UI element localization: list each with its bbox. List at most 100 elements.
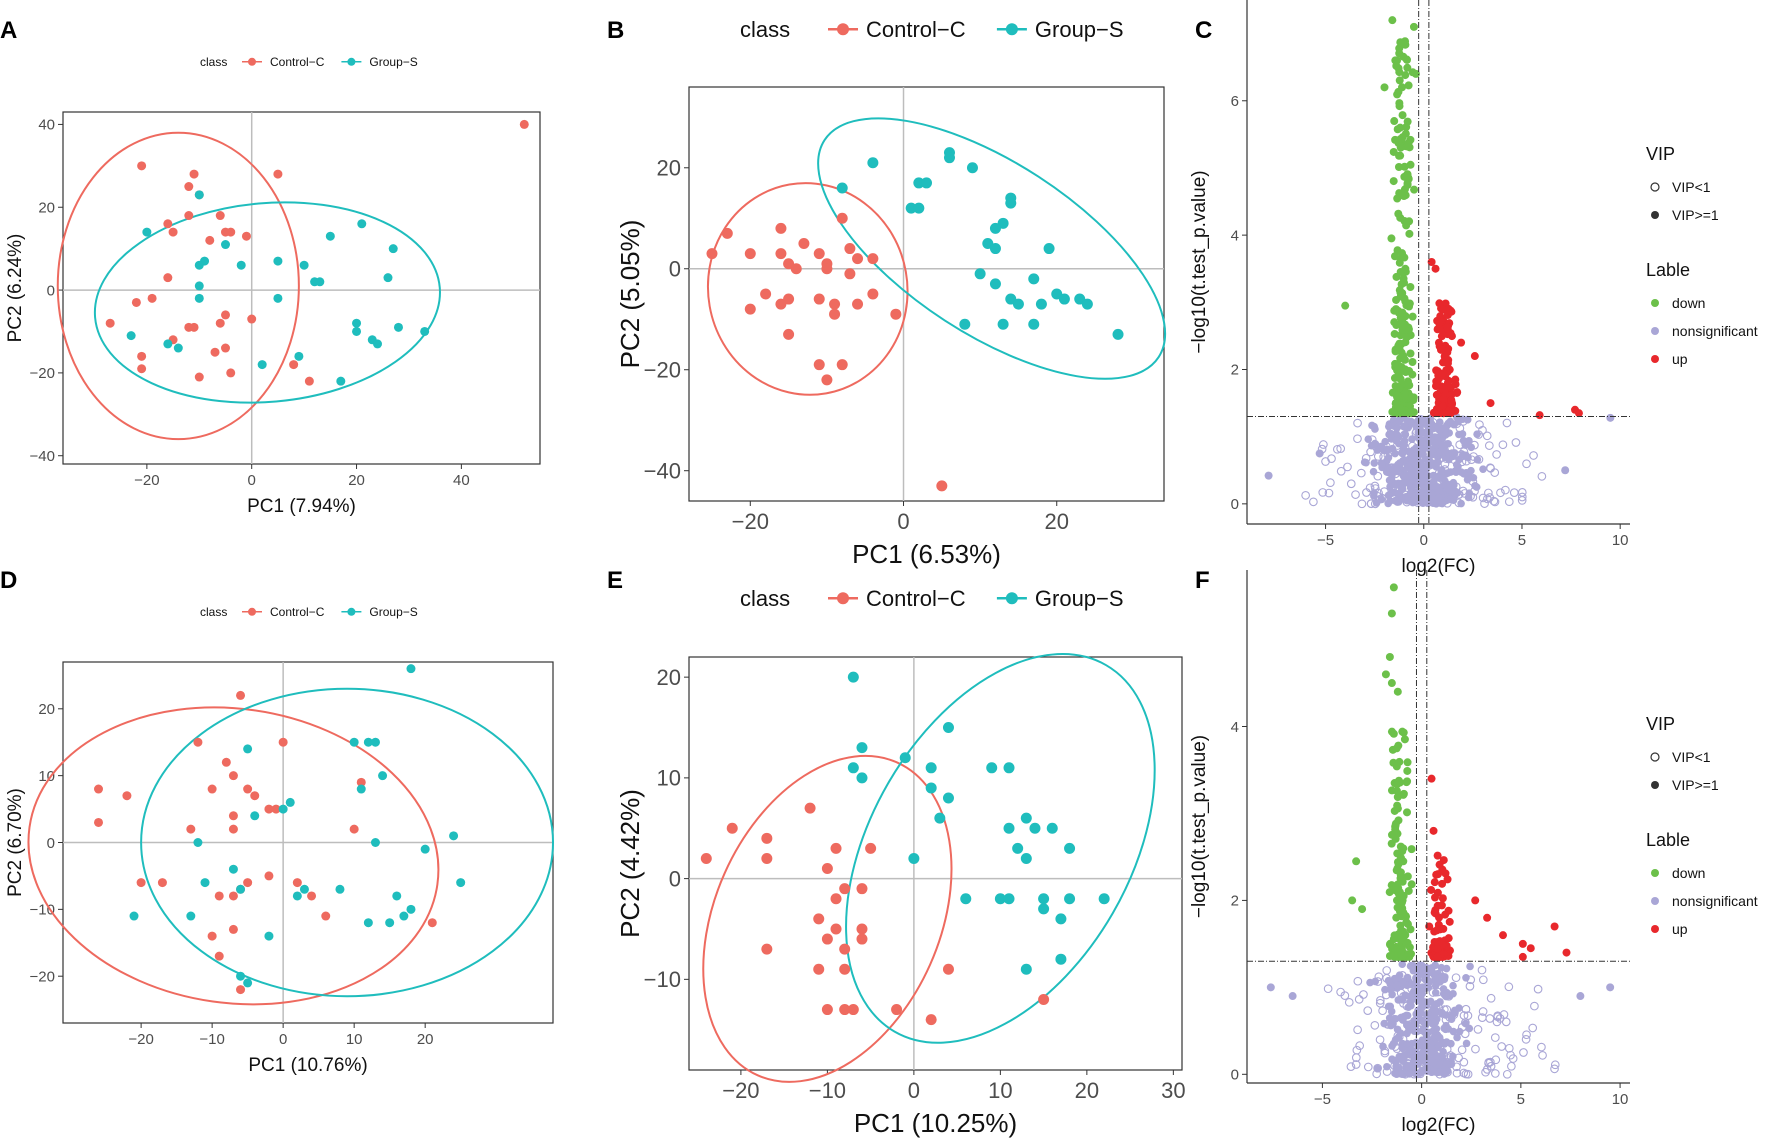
data-point — [157, 878, 167, 888]
data-point — [1396, 143, 1405, 152]
data-point — [1482, 431, 1492, 441]
data-point — [1438, 305, 1447, 314]
data-point — [1332, 444, 1342, 454]
data-point — [1457, 338, 1466, 347]
data-point — [1483, 913, 1492, 922]
data-point — [1470, 352, 1479, 361]
data-point — [1416, 966, 1424, 975]
data-point — [1447, 396, 1456, 405]
data-point — [813, 963, 825, 975]
data-point — [1391, 481, 1400, 489]
data-point — [1344, 997, 1354, 1007]
data-point — [1377, 459, 1386, 468]
data-point — [1396, 123, 1405, 132]
data-point — [836, 212, 848, 224]
data-point — [1379, 1042, 1387, 1051]
x-tick-label: 5 — [1518, 532, 1526, 549]
data-point — [1411, 1047, 1419, 1056]
data-point — [1518, 939, 1527, 948]
data-point — [363, 918, 373, 928]
data-point — [136, 878, 146, 888]
x-axis-title: log2(FC) — [1402, 556, 1476, 577]
data-point — [761, 943, 773, 955]
y-tick-label: −40 — [30, 448, 55, 465]
legend-swatch-dot — [248, 607, 256, 616]
data-point — [1318, 488, 1328, 497]
data-point — [1382, 966, 1392, 975]
data-point — [1436, 316, 1445, 325]
data-point — [194, 281, 204, 291]
data-point — [1399, 191, 1408, 200]
y-tick-label: 0 — [669, 866, 681, 891]
data-point — [1353, 434, 1362, 444]
legend-label-text: down — [1672, 295, 1705, 311]
data-point — [839, 1004, 851, 1016]
data-point — [129, 911, 139, 921]
data-point — [1528, 1023, 1538, 1033]
data-point — [1003, 822, 1015, 834]
data-point — [1363, 1006, 1373, 1015]
data-point — [193, 737, 203, 747]
data-point — [1403, 478, 1412, 487]
data-point — [1437, 370, 1446, 379]
data-point — [936, 480, 948, 492]
data-point — [1028, 273, 1040, 285]
data-point — [1370, 1020, 1380, 1030]
legend-vip-label: VIP>=1 — [1672, 207, 1719, 223]
data-point — [273, 169, 283, 179]
data-point — [1384, 976, 1393, 985]
data-point — [215, 318, 225, 328]
data-point — [790, 263, 802, 275]
data-point — [1429, 826, 1438, 835]
data-point — [1400, 366, 1409, 375]
axes-E: −20 −10 0 10 20 30 −10 0 10 20 PC1 (10.25%) PC2 (4.… — [615, 653, 1186, 1138]
data-point — [1606, 413, 1615, 422]
data-point — [1440, 1040, 1449, 1048]
data-point — [399, 911, 409, 921]
legend-item-label: Group−S — [369, 55, 417, 69]
legend-vip-label: VIP>=1 — [1672, 777, 1719, 793]
data-point — [1448, 449, 1456, 457]
data-point — [1406, 160, 1415, 169]
data-point — [1401, 912, 1410, 921]
data-point — [821, 374, 833, 386]
panel-F: F −5 0 5 10 0 2 4 log2(FC) −log10(t.test_p.value… — [1189, 567, 1758, 1136]
data-point — [839, 883, 851, 895]
data-point — [1351, 1060, 1361, 1069]
data-point — [1429, 408, 1438, 417]
data-point — [986, 762, 998, 774]
data-point — [839, 963, 851, 975]
data-point — [1402, 123, 1411, 132]
data-point — [207, 784, 217, 794]
data-point — [1424, 1018, 1432, 1026]
data-point — [194, 190, 204, 200]
data-point — [1414, 466, 1423, 474]
data-point — [1406, 282, 1415, 291]
data-point — [813, 359, 825, 371]
y-tick-label: −20 — [30, 365, 55, 382]
data-point — [989, 222, 1001, 234]
data-point — [1402, 778, 1411, 787]
y-axis-title: PC2 (4.42%) — [615, 789, 645, 938]
x-tick-label: 10 — [1612, 1091, 1629, 1108]
data-point — [1359, 990, 1368, 999]
data-point — [1482, 494, 1492, 504]
y-axis-title: −log10(t.test_p.value) — [1189, 170, 1210, 353]
data-point — [236, 260, 246, 270]
data-point — [1387, 786, 1396, 795]
data-point — [829, 298, 841, 310]
data-point — [1454, 417, 1463, 425]
data-point — [908, 852, 920, 864]
data-point — [1465, 981, 1475, 991]
data-point — [1490, 497, 1500, 507]
data-point — [1538, 1051, 1547, 1060]
data-point — [847, 762, 859, 774]
data-point — [1427, 774, 1436, 783]
data-point — [189, 169, 199, 179]
data-point — [1404, 81, 1413, 90]
data-point — [1537, 1042, 1546, 1052]
data-point — [744, 248, 756, 260]
data-point — [1430, 1010, 1439, 1019]
data-point — [1043, 243, 1055, 255]
data-point — [1288, 992, 1297, 1001]
